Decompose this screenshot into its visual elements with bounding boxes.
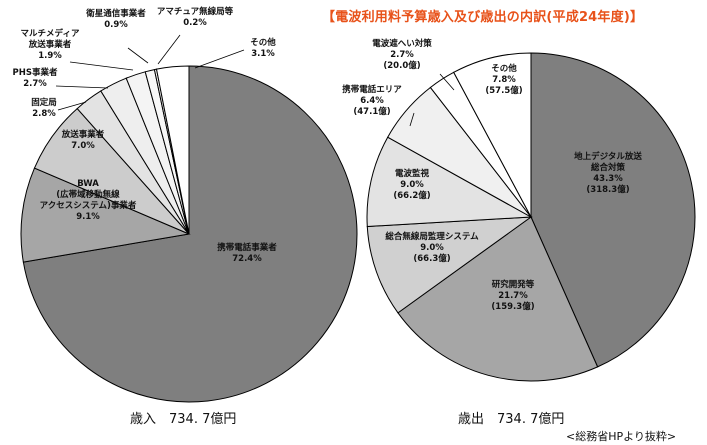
leader-line: [409, 112, 415, 127]
leader-line: [57, 101, 87, 111]
slice-label: PHS事業者 2.7%: [13, 67, 58, 89]
pie-slice: [366, 216, 533, 314]
pie-slice: [20, 167, 191, 263]
slice-label: 電波遮へい対策 2.7% (20.0億): [372, 38, 432, 71]
source-note: <総務省HPより抜粋>: [566, 430, 677, 443]
slice-label: 総合無線局監理システム 9.0% (66.3億): [385, 231, 479, 264]
slice-label: 衛星通信事業者 0.9%: [85, 8, 146, 30]
pie-slice: [397, 216, 599, 382]
pie-slice: [530, 52, 696, 368]
slice-label: 固定局 2.8%: [31, 97, 57, 119]
slice-label: アマチュア無線局等 0.2%: [157, 6, 234, 28]
slice-label: その他 7.8% (57.5億): [485, 63, 522, 96]
slice-label: 携帯電話事業者 72.4%: [217, 242, 277, 264]
slice-label: 放送事業者 7.0%: [61, 129, 105, 151]
leader-line: [439, 73, 455, 91]
expenditure-caption: 歳出 734. 7億円: [458, 412, 565, 427]
slice-label: その他 3.1%: [250, 37, 276, 59]
chart-title: 【電波利用料予算歳入及び歳出の内訳(平成24年度)】: [322, 10, 644, 25]
leader-line: [127, 47, 149, 64]
leader-line: [157, 34, 181, 65]
slice-label: 研究開発等 21.7% (159.3億): [491, 279, 534, 312]
slice-label: マルチメディア放送事業者 1.9%: [21, 28, 80, 61]
pie-slice: [366, 136, 533, 228]
revenue-pie: 携帯電話事業者 72.4% BWA (広帯域移動無線アクセスシステム)事業者 9.1% 放…: [13, 6, 358, 403]
slice-label: 携帯電話エリア 6.4% (47.1億): [342, 84, 402, 117]
slice-label: 地上デジタル放送総合対策 43.3% (318.3億): [574, 151, 642, 195]
leader-line: [69, 61, 134, 71]
expenditure-pie: 地上デジタル放送総合対策 43.3% (318.3億) 研究開発等 21.7% (159.…: [342, 38, 696, 382]
leader-line: [55, 85, 109, 89]
pie-slice: [155, 65, 190, 235]
revenue-caption: 歳入 734. 7億円: [130, 412, 237, 427]
slice-label: BWA (広帯域移動無線アクセスシステム)事業者 9.1%: [40, 179, 137, 222]
leader-line: [194, 49, 245, 69]
slice-label: 電波監視 9.0% (66.2億): [393, 168, 430, 201]
pie-slice: [453, 52, 532, 218]
